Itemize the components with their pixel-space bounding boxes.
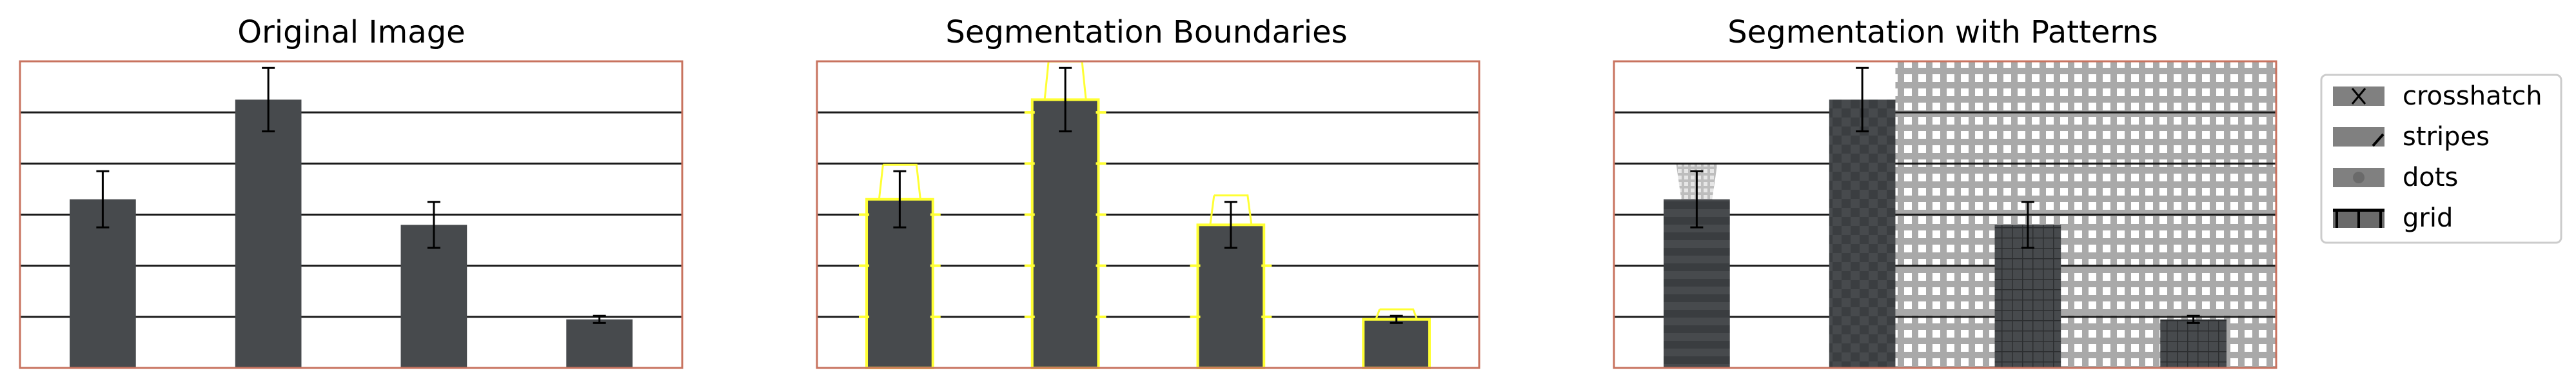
bar bbox=[566, 319, 633, 368]
bar bbox=[2160, 319, 2227, 368]
axes-frame bbox=[19, 60, 683, 369]
boundary-cap bbox=[1209, 194, 1253, 225]
legend-label: crosshatch bbox=[2403, 81, 2542, 111]
error-bars bbox=[893, 66, 1403, 324]
legend-label: grid bbox=[2403, 203, 2453, 233]
axes-frame bbox=[1613, 60, 2277, 369]
panel-segmentation-boundaries: Segmentation Boundaries bbox=[816, 14, 1480, 370]
legend-label: stripes bbox=[2403, 122, 2490, 152]
panel-original-image: Original Image bbox=[19, 14, 683, 369]
legend-item-crosshatch: crosshatch bbox=[2333, 81, 2542, 111]
grid-icon bbox=[2333, 209, 2384, 228]
bars bbox=[867, 99, 1430, 368]
legend-item-stripes: stripes bbox=[2333, 122, 2490, 152]
bars bbox=[1664, 99, 2227, 368]
legend-item-dots: dots bbox=[2333, 163, 2458, 192]
legend: crosshatch stripes dots grid bbox=[2320, 74, 2562, 244]
axes-frame bbox=[816, 60, 1480, 369]
bar bbox=[1032, 99, 1099, 368]
panel-title: Original Image bbox=[237, 14, 465, 50]
legend-swatch-stripes bbox=[2333, 127, 2384, 147]
dot-icon bbox=[2353, 172, 2365, 183]
legend-item-grid: grid bbox=[2333, 203, 2453, 233]
legend-box bbox=[2320, 74, 2562, 244]
boundary-cap bbox=[878, 163, 921, 199]
bar bbox=[1363, 319, 1430, 368]
panel-title: Segmentation with Patterns bbox=[1727, 14, 2158, 50]
bar bbox=[235, 99, 302, 368]
cross-icon bbox=[2351, 88, 2366, 105]
error-bars bbox=[96, 66, 606, 324]
bars bbox=[70, 99, 633, 368]
bar bbox=[1829, 99, 1896, 368]
boundary-cap bbox=[1375, 308, 1419, 320]
panel-title: Segmentation Boundaries bbox=[945, 14, 1347, 50]
legend-label: dots bbox=[2403, 163, 2458, 192]
panel-segmentation-with-patterns: Segmentation with Patterns bbox=[1613, 14, 2277, 369]
error-bars bbox=[1690, 66, 2200, 324]
slash-icon bbox=[2372, 133, 2384, 147]
